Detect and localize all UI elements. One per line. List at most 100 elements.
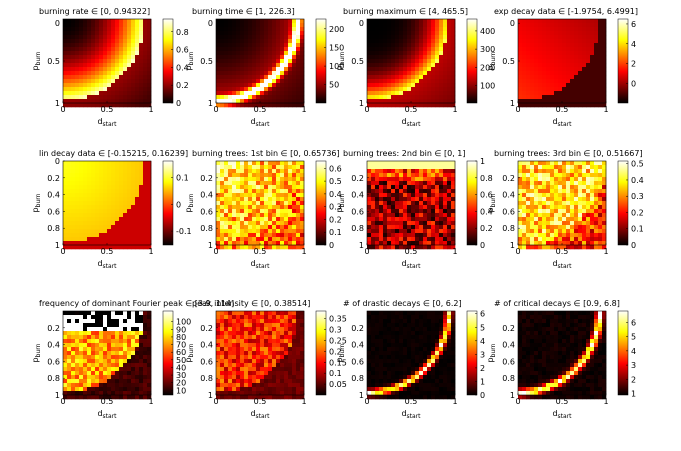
y-tick-label: 0.4: [351, 191, 364, 200]
heatmap-cell: [244, 209, 248, 213]
heatmap-cell: [407, 99, 411, 103]
heatmap-cell: [123, 379, 127, 383]
heatmap-cell: [232, 31, 236, 35]
heatmap-cell: [95, 391, 99, 395]
heatmap-cell: [83, 197, 87, 201]
y-axis-label: pburn: [486, 51, 497, 70]
heatmap-cell: [602, 185, 606, 189]
heatmap-cell: [107, 165, 111, 169]
heatmap-cell: [236, 193, 240, 197]
heatmap-cell: [228, 55, 232, 59]
heatmap-cell: [602, 23, 606, 27]
heatmap-cell: [147, 23, 151, 27]
x-tick-label: 0: [515, 247, 520, 256]
heatmap-cell: [379, 197, 383, 201]
heatmap-cell: [220, 209, 224, 213]
heatmap-cell: [387, 225, 391, 229]
heatmap-cell: [546, 165, 550, 169]
heatmap-cell: [598, 209, 602, 213]
heatmap-cell: [115, 51, 119, 55]
heatmap-cell: [75, 343, 79, 347]
heatmap-cell: [264, 27, 268, 31]
colorbar-tick-label: 400: [480, 27, 495, 36]
heatmap-cell: [522, 23, 526, 27]
heatmap-cell: [123, 375, 127, 379]
heatmap-cell: [546, 63, 550, 67]
heatmap-cell: [288, 35, 292, 39]
heatmap-cell: [75, 39, 79, 43]
heatmap-cell: [534, 161, 538, 165]
heatmap-cell: [296, 185, 300, 189]
heatmap-cell: [518, 35, 522, 39]
heatmap-cell: [123, 383, 127, 387]
heatmap-cell: [522, 213, 526, 217]
heatmap-cell: [522, 27, 526, 31]
heatmap-cell: [379, 71, 383, 75]
heatmap-cell: [403, 229, 407, 233]
heatmap-cell: [236, 87, 240, 91]
heatmap-cell: [127, 213, 131, 217]
heatmap-cell: [127, 23, 131, 27]
heatmap-cell: [220, 23, 224, 27]
heatmap-cell: [443, 213, 447, 217]
heatmap-cell: [115, 241, 119, 245]
heatmap-cell: [562, 237, 566, 241]
heatmap-cell: [99, 91, 103, 95]
heatmap-cell: [232, 39, 236, 43]
heatmap-cell: [67, 79, 71, 83]
heatmap-cell: [578, 91, 582, 95]
heatmap-cell: [123, 355, 127, 359]
heatmap-cell: [83, 27, 87, 31]
heatmap-cell: [139, 177, 143, 181]
heatmap-cell: [127, 103, 131, 107]
heatmap-cell: [67, 99, 71, 103]
heatmap-cell: [375, 91, 379, 95]
heatmap-cell: [111, 371, 115, 375]
heatmap-cell: [135, 221, 139, 225]
heatmap-cell: [95, 205, 99, 209]
heatmap-cell: [407, 173, 411, 177]
heatmap-cell: [435, 169, 439, 173]
heatmap-cell: [419, 213, 423, 217]
heatmap-cell: [83, 383, 87, 387]
heatmap-cell: [284, 335, 288, 339]
heatmap-cell: [103, 87, 107, 91]
heatmap-cell: [526, 197, 530, 201]
heatmap-cell: [115, 209, 119, 213]
heatmap-cell: [220, 245, 224, 249]
heatmap-cell: [443, 201, 447, 205]
heatmap-cell: [288, 213, 292, 217]
heatmap-cell: [95, 375, 99, 379]
heatmap-cell: [252, 59, 256, 63]
heatmap-cell: [232, 87, 236, 91]
heatmap-cell: [522, 193, 526, 197]
heatmap-cell: [292, 359, 296, 363]
heatmap-cell: [534, 229, 538, 233]
heatmap-cell: [574, 173, 578, 177]
heatmap-cell: [415, 225, 419, 229]
heatmap-cell: [276, 103, 280, 107]
heatmap-cell: [526, 27, 530, 31]
heatmap-cell: [367, 217, 371, 221]
heatmap-cell: [79, 23, 83, 27]
heatmap-cell: [443, 35, 447, 39]
heatmap-cell: [590, 79, 594, 83]
heatmap-cell: [443, 67, 447, 71]
heatmap-cell: [127, 177, 131, 181]
heatmap-cell: [228, 209, 232, 213]
heatmap-cell: [276, 197, 280, 201]
heatmap-cell: [530, 213, 534, 217]
heatmap-cell: [272, 35, 276, 39]
heatmap-cell: [244, 323, 248, 327]
heatmap-cell: [538, 205, 542, 209]
heatmap-cell: [387, 67, 391, 71]
heatmap-cell: [538, 19, 542, 23]
heatmap-cell: [131, 19, 135, 23]
heatmap-cell: [296, 213, 300, 217]
heatmap-cell: [139, 23, 143, 27]
heatmap-cell: [139, 327, 143, 331]
heatmap-cell: [554, 169, 558, 173]
heatmap-cell: [123, 75, 127, 79]
heatmap-cell: [139, 201, 143, 205]
heatmap-cell: [111, 39, 115, 43]
